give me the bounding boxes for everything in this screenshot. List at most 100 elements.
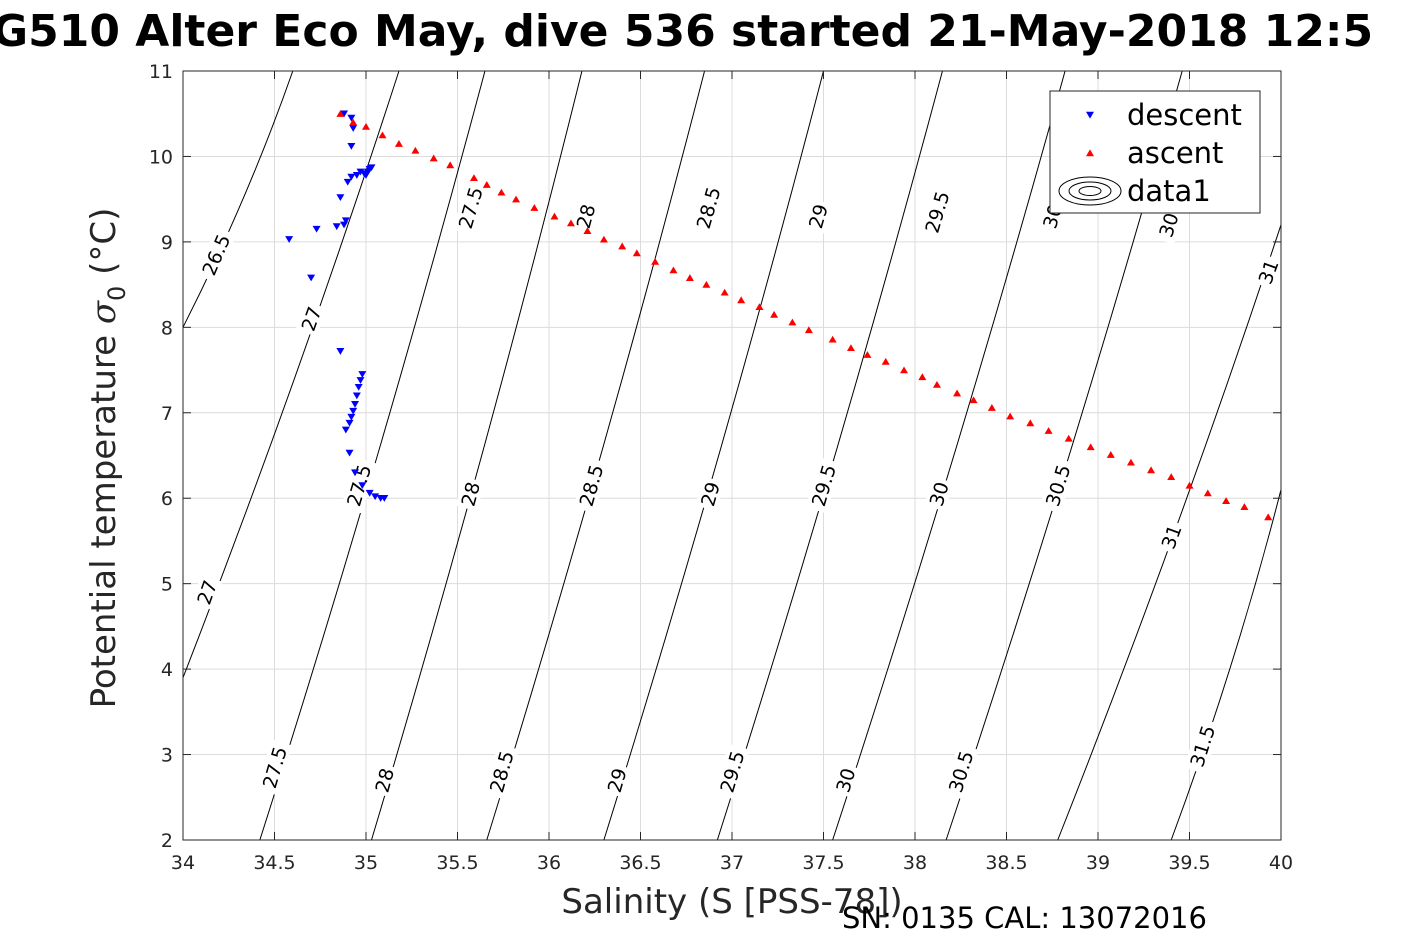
descent-point [340, 110, 349, 118]
contour-label: 27.5 [343, 462, 376, 509]
contour-label-bg [483, 743, 520, 800]
legend-entry-ascent: ascent [1127, 136, 1223, 170]
descent-point [351, 401, 360, 408]
descent-point [347, 173, 356, 181]
y-tick-label: 11 [149, 61, 173, 83]
ascent-point [987, 404, 996, 411]
contour-label-bg [455, 476, 485, 512]
x-tick-label: 40 [1269, 852, 1293, 874]
ascent-point [1185, 481, 1194, 489]
contour-label-group: 29 [695, 476, 725, 512]
ascent-point [482, 181, 491, 188]
descent-point [356, 168, 365, 176]
ascent-point [566, 219, 575, 227]
contour-label-bg [1155, 518, 1187, 555]
ascent-point [1147, 466, 1156, 474]
ascent-point [863, 351, 872, 358]
contour-label-bg [573, 457, 609, 514]
descent-point [356, 377, 365, 384]
contour-label-bg [295, 300, 327, 337]
contour-label-group: 29.5 [714, 743, 750, 800]
x-tick-label: 38.5 [985, 852, 1027, 874]
contour-label-bg [369, 762, 399, 798]
ascent-point [969, 396, 978, 404]
descent-point [365, 489, 374, 497]
descent-point [336, 348, 345, 355]
contour-label: 26.5 [198, 231, 235, 279]
ascent-point [651, 257, 660, 265]
ascent-point [336, 110, 345, 117]
ascent-point [1203, 489, 1212, 497]
contour-line [371, 70, 583, 841]
ascent-point [788, 318, 797, 326]
contour-label-bg [1252, 253, 1284, 290]
x-tick-label: 36.5 [619, 852, 661, 874]
descent-point [307, 274, 316, 282]
contour-label-group: 28 [571, 198, 600, 234]
y-axis-label-subscript: 0 [103, 286, 131, 301]
ascent-point [669, 266, 678, 274]
ascent-point [1222, 497, 1231, 504]
ascent-point [755, 303, 764, 311]
legend-entry-descent: descent [1127, 98, 1242, 132]
contour-label: 29.5 [808, 462, 841, 509]
contour-label-bg [805, 457, 842, 514]
ascent-point [378, 131, 387, 139]
x-axis-ticks: 34 34.5 35 35.5 36 36.5 37 37.5 38 38.5 39 39.5 40 [171, 71, 1293, 874]
legend-entry-data1: data1 [1127, 174, 1211, 208]
ascent-point [846, 344, 855, 352]
contour-label-group: 27 [295, 300, 327, 337]
contour-label-bg [690, 179, 726, 236]
contour-label-group: 29.5 [919, 183, 955, 241]
descent-point [345, 449, 354, 457]
descent-point [285, 236, 294, 243]
legend: descent ascent data1 [1049, 90, 1261, 214]
descent-point [332, 223, 341, 231]
y-axis-ticks: 2 3 4 5 6 7 8 9 10 11 [149, 61, 1281, 852]
descent-point [358, 371, 367, 378]
y-axis-label-unit: (°C) [84, 208, 124, 286]
ascent-point [804, 326, 813, 334]
ascent-point [1240, 503, 1249, 510]
contour-label-bg [923, 476, 954, 512]
y-axis-label-main: Potential temperature [84, 324, 124, 708]
ascent-point [1064, 434, 1073, 442]
ascent-point [1106, 451, 1115, 458]
contour-label-bg [919, 183, 955, 241]
contour-label: 29.5 [716, 749, 749, 796]
contour-label-bg [256, 739, 293, 796]
x-tick-label: 34.5 [253, 852, 295, 874]
ascent-series [336, 110, 1273, 521]
contour-label: 31.5 [1186, 723, 1220, 770]
contour-label-bg [602, 762, 632, 798]
ascent-point [828, 335, 837, 343]
legend-descent-triangle [1086, 111, 1094, 119]
y-tick-label: 10 [149, 146, 173, 168]
descent-point [354, 383, 363, 391]
descent-point [345, 419, 354, 427]
legend-descent-marker [1086, 111, 1094, 119]
contour-label-bg [195, 226, 237, 283]
descent-series [285, 110, 389, 502]
y-axis-label: Potential temperature σ0 (°C) [84, 208, 131, 709]
ascent-point [632, 249, 641, 257]
y-tick-label: 9 [161, 232, 173, 254]
y-tick-label: 2 [161, 830, 173, 852]
x-axis-label: Salinity (S [PSS-78]) [561, 882, 902, 922]
contour-label-group: 28.5 [573, 457, 609, 514]
contour-label-group: 31 [1252, 253, 1284, 290]
chart-title: G510 Alter Eco May, dive 536 started 21-… [0, 6, 1373, 57]
descent-point [362, 172, 370, 179]
contour-label-group: 29.5 [805, 457, 842, 514]
contour-label-group: 29 [602, 762, 632, 798]
ascent-point [469, 174, 478, 182]
ascent-point [932, 380, 941, 388]
descent-point [340, 221, 349, 229]
ascent-point [429, 154, 438, 162]
descent-point [358, 482, 367, 490]
contour-label-bg [803, 198, 833, 234]
ascent-point [1086, 443, 1095, 451]
descent-point [351, 469, 360, 477]
descent-point [312, 225, 321, 233]
